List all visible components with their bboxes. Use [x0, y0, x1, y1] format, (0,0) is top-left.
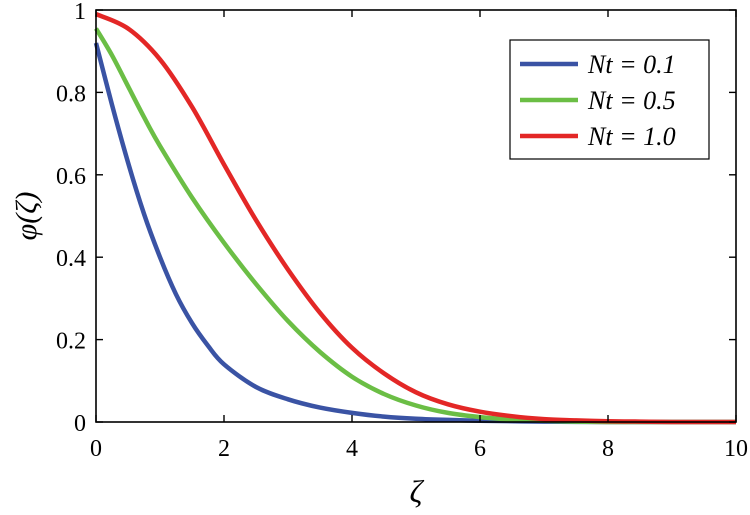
y-axis-label: φ(ζ) [10, 192, 43, 241]
plot-frame [95, 9, 737, 423]
legend-label-1: Nt = 0.1 [587, 50, 676, 79]
x-axis-label: ζ [410, 473, 425, 509]
x-tick-label: 8 [602, 436, 614, 462]
x-tick-label: 2 [218, 436, 230, 462]
x-tick-label: 4 [346, 436, 358, 462]
x-tick-label: 0 [90, 436, 102, 462]
y-tick-label: 0.6 [56, 164, 86, 190]
x-tick-label: 10 [724, 436, 748, 462]
y-tick-label: 0.8 [56, 81, 86, 107]
legend: Nt = 0.1 Nt = 0.5 Nt = 1.0 [509, 39, 710, 160]
ticks-layer: 0 2 4 6 8 10 0 0.2 0.4 0.6 0.8 1 [56, 0, 748, 462]
y-tick-label: 1 [74, 0, 86, 25]
legend-label-2: Nt = 0.5 [587, 86, 676, 115]
y-tick-label: 0.4 [56, 246, 86, 272]
x-tick-label: 6 [474, 436, 486, 462]
y-tick-label: 0 [74, 411, 86, 437]
y-tick-label: 0.2 [56, 329, 86, 355]
legend-label-3: Nt = 1.0 [587, 122, 676, 151]
